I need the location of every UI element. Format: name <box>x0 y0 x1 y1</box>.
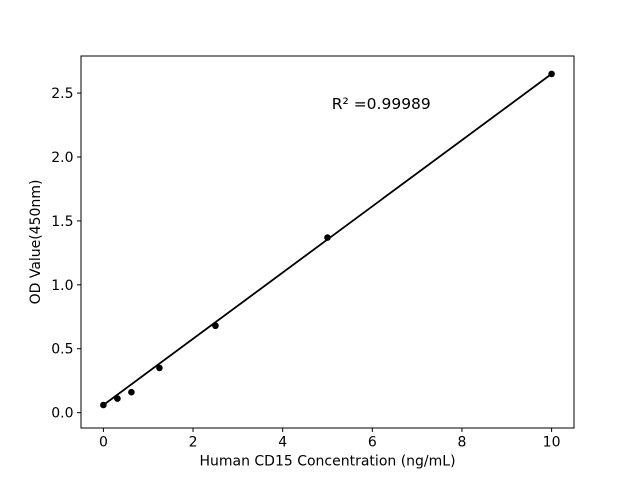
data-series <box>100 70 555 409</box>
data-point-marker <box>212 322 219 330</box>
y-tick-label: 1.5 <box>51 214 73 230</box>
y-axis-label: OD Value(450nm) <box>28 180 44 305</box>
y-tick-label: 2.5 <box>51 86 73 102</box>
x-axis-label: Human CD15 Concentration (ng/mL) <box>199 454 455 470</box>
data-point-marker <box>100 401 107 409</box>
plot-border <box>80 55 575 429</box>
data-point-marker <box>548 70 555 78</box>
data-point-marker <box>114 395 121 402</box>
chart-texts: Human CD15 Concentration (ng/mL) OD Valu… <box>28 95 456 470</box>
x-tick-label: 0 <box>99 435 108 451</box>
x-tick-label: 6 <box>368 435 377 451</box>
y-tick-label: 0.5 <box>51 342 73 358</box>
x-tick-label: 8 <box>457 435 466 451</box>
x-tick-label: 2 <box>189 435 198 451</box>
x-tick-label: 10 <box>543 435 561 451</box>
data-point-marker <box>324 234 331 241</box>
r-squared-annotation: R² =0.99989 <box>332 95 431 113</box>
data-point-marker <box>156 364 163 372</box>
y-tick-label: 1.0 <box>51 278 73 294</box>
data-point-marker <box>128 388 135 396</box>
x-tick-label: 4 <box>278 435 287 451</box>
y-tick-label: 2.0 <box>51 150 73 166</box>
y-tick-label: 0.0 <box>51 406 73 422</box>
axes: 0 2 4 6 8 10 0.0 0.5 1.0 1.5 2.0 2.5 <box>51 55 575 451</box>
